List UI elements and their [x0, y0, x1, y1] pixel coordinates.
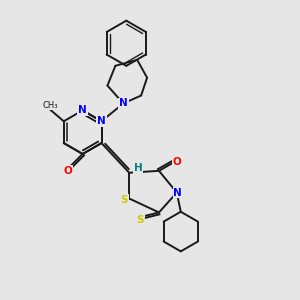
Text: O: O	[63, 166, 72, 176]
Text: N: N	[78, 105, 87, 116]
Text: N: N	[78, 105, 87, 116]
Text: N: N	[97, 116, 106, 126]
Text: N: N	[119, 98, 128, 108]
Text: H: H	[134, 163, 142, 173]
Text: S: S	[136, 215, 144, 225]
Text: S: S	[136, 215, 144, 225]
Text: N: N	[97, 116, 106, 126]
Text: S: S	[121, 194, 128, 205]
Text: N: N	[119, 98, 128, 108]
Text: S: S	[121, 194, 128, 205]
Text: CH₃: CH₃	[42, 101, 58, 110]
Text: H: H	[134, 163, 142, 173]
Text: O: O	[172, 157, 181, 167]
Text: O: O	[63, 166, 72, 176]
Text: CH₃: CH₃	[42, 101, 58, 110]
Text: O: O	[172, 157, 181, 167]
Text: N: N	[173, 188, 182, 198]
Text: N: N	[173, 188, 182, 198]
